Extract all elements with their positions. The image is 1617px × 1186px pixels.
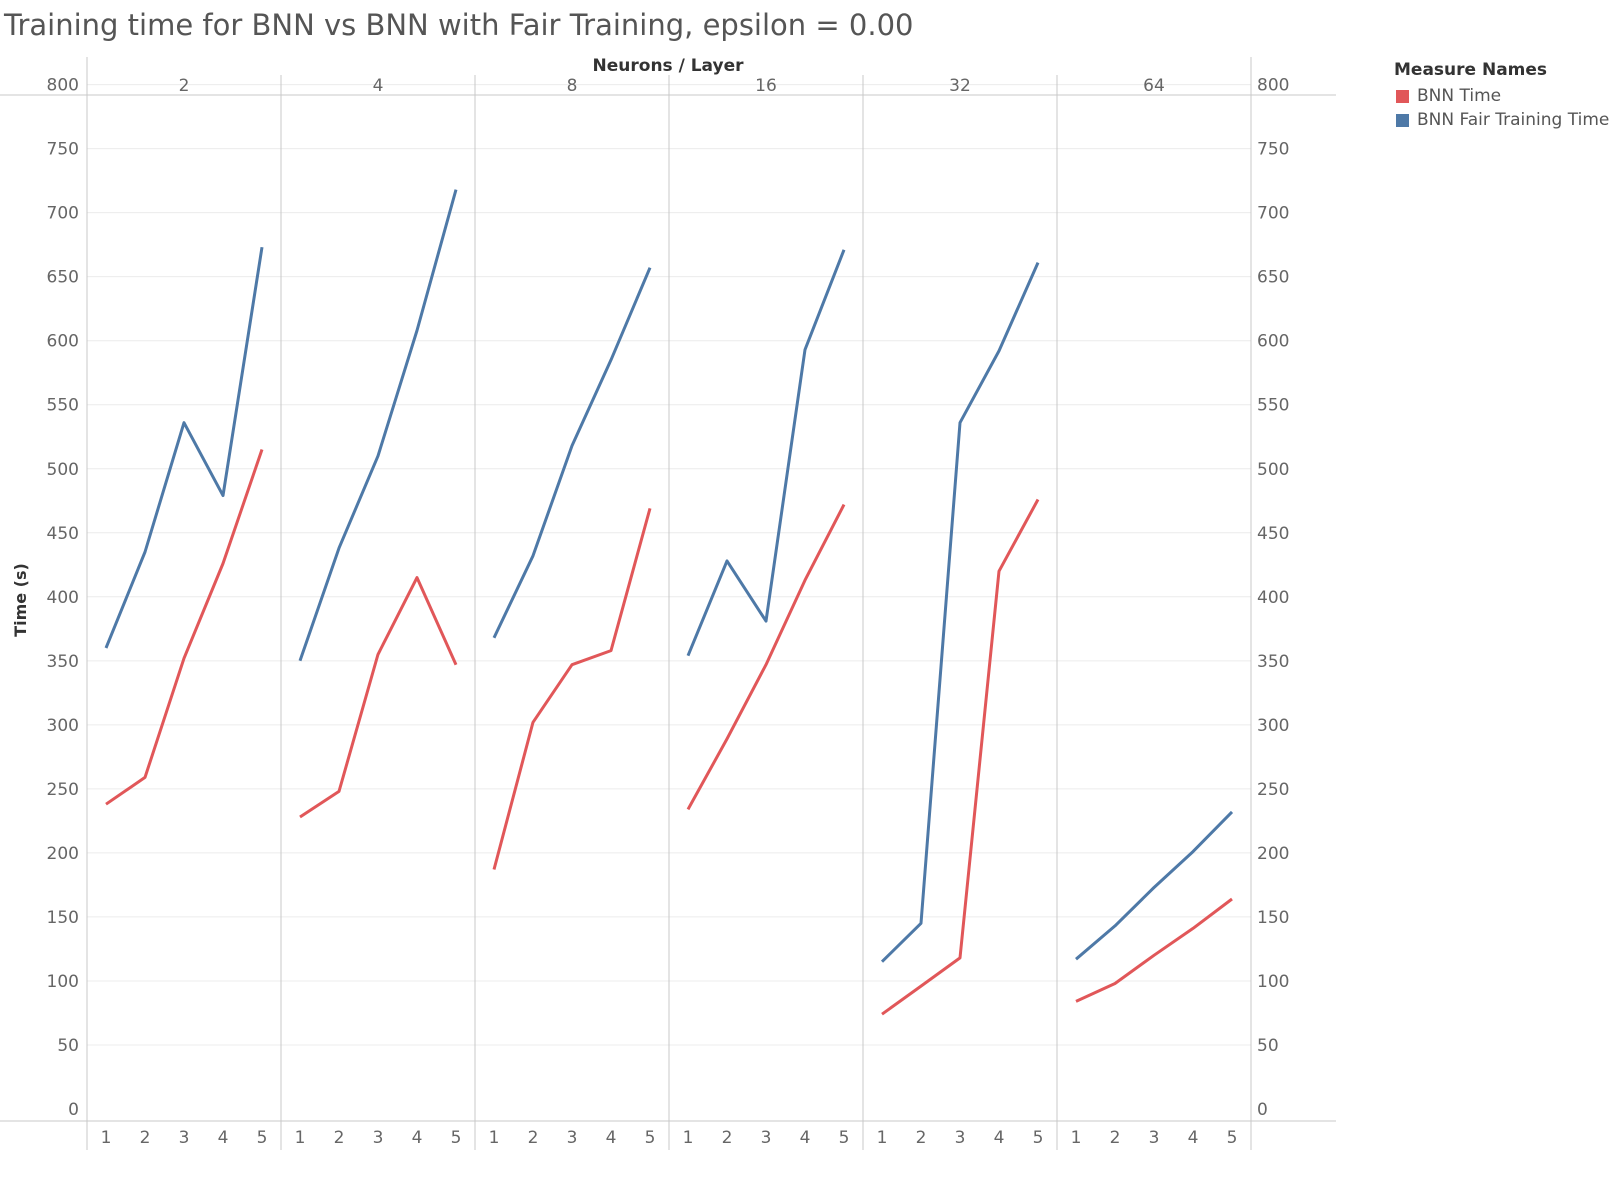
y-tick-label: 700 <box>47 204 79 224</box>
y-tick-label-right: 450 <box>1257 524 1289 544</box>
y-tick-label: 350 <box>47 652 79 672</box>
series-line-bnn-fair-training-time <box>1075 810 1234 961</box>
y-tick-label: 500 <box>47 460 79 480</box>
series-line-bnn-time <box>105 449 264 806</box>
y-tick-label-right: 200 <box>1257 844 1289 864</box>
panel-header-label: 2 <box>179 76 190 96</box>
x-tick-label: 1 <box>295 1128 306 1148</box>
x-tick-label: 2 <box>916 1128 927 1148</box>
x-tick-label: 4 <box>994 1128 1005 1148</box>
series-line-bnn-time <box>299 576 458 819</box>
y-tick-label: 750 <box>47 140 79 160</box>
x-tick-label: 5 <box>257 1128 268 1148</box>
series-line-bnn-time <box>1075 897 1233 1003</box>
y-tick-label: 400 <box>47 588 79 608</box>
x-tick-label: 4 <box>1188 1128 1199 1148</box>
x-tick-label: 3 <box>567 1128 578 1148</box>
chart-title: Training time for BNN vs BNN with Fair T… <box>4 8 914 42</box>
x-tick-label: 2 <box>722 1128 733 1148</box>
panel-frame <box>0 57 1336 1150</box>
y-tick-label-right: 0 <box>1257 1100 1268 1120</box>
y-tick-label: 100 <box>47 972 79 992</box>
y-tick-label-right: 650 <box>1257 268 1289 288</box>
y-tick-label: 600 <box>47 332 79 352</box>
y-tick-label-right: 550 <box>1257 396 1289 416</box>
y-tick-label: 50 <box>57 1036 79 1056</box>
y-tick-label: 250 <box>47 780 79 800</box>
x-tick-label: 2 <box>1110 1128 1121 1148</box>
y-tick-label-right: 50 <box>1257 1036 1279 1056</box>
series-line-bnn-time <box>686 503 846 811</box>
series-line-bnn-time <box>881 498 1040 1016</box>
x-tick-label: 2 <box>334 1128 345 1148</box>
y-tick-label-right: 800 <box>1257 76 1289 96</box>
y-tick-label: 450 <box>47 524 79 544</box>
x-tick-label: 4 <box>218 1128 229 1148</box>
x-tick-label: 3 <box>955 1128 966 1148</box>
y-tick-label: 150 <box>47 908 79 928</box>
x-tick-label: 5 <box>839 1128 850 1148</box>
x-tick-label: 3 <box>761 1128 772 1148</box>
panel-header-label: 64 <box>1143 76 1165 96</box>
axis-ticks: 0 0 50 50 100 100 150 150 200 200 250 250 300 300 350 3… <box>47 76 1290 1148</box>
series-line-bnn-fair-training-time <box>686 249 846 657</box>
y-tick-label-right: 250 <box>1257 780 1289 800</box>
series-line-bnn-fair-training-time <box>880 261 1040 963</box>
y-tick-label-right: 350 <box>1257 652 1289 672</box>
panel-header-label: 32 <box>949 76 971 96</box>
x-tick-label: 1 <box>877 1128 888 1148</box>
series-line-bnn-fair-training-time <box>298 189 458 662</box>
y-tick-label-right: 400 <box>1257 588 1289 608</box>
series-line-bnn-fair-training-time <box>492 267 652 639</box>
y-axis-label: Time (s) <box>11 563 30 637</box>
x-tick-label: 4 <box>800 1128 811 1148</box>
y-tick-label: 650 <box>47 268 79 288</box>
x-tick-label: 2 <box>140 1128 151 1148</box>
panel-header-label: 8 <box>567 76 578 96</box>
x-tick-label: 4 <box>412 1128 423 1148</box>
y-tick-label: 200 <box>47 844 79 864</box>
y-tick-label: 800 <box>47 76 79 96</box>
y-tick-label-right: 750 <box>1257 140 1289 160</box>
series-line-bnn-time <box>492 508 652 870</box>
column-header: Neurons / Layer <box>593 56 745 76</box>
x-tick-label: 2 <box>528 1128 539 1148</box>
y-tick-label-right: 600 <box>1257 332 1289 352</box>
x-tick-label: 5 <box>1227 1128 1238 1148</box>
y-tick-label-right: 300 <box>1257 716 1289 736</box>
legend-label: BNN Fair Training Time <box>1417 110 1610 130</box>
x-tick-label: 5 <box>1033 1128 1044 1148</box>
x-tick-label: 1 <box>683 1128 694 1148</box>
x-tick-label: 5 <box>645 1128 656 1148</box>
x-tick-label: 3 <box>179 1128 190 1148</box>
y-tick-label: 300 <box>47 716 79 736</box>
y-tick-label: 550 <box>47 396 79 416</box>
x-tick-label: 1 <box>489 1128 500 1148</box>
legend-swatch <box>1396 113 1409 127</box>
legend: Measure Names BNN Time BNN Fair Training… <box>1394 60 1609 132</box>
y-tick-label-right: 150 <box>1257 908 1289 928</box>
legend-item-bnn-time[interactable]: BNN Time <box>1394 84 1609 108</box>
legend-swatch <box>1396 89 1409 103</box>
x-tick-label: 3 <box>373 1128 384 1148</box>
series-lines <box>104 189 1234 1016</box>
legend-title: Measure Names <box>1394 60 1548 80</box>
series-line-bnn-fair-training-time <box>104 246 264 649</box>
y-tick-label-right: 700 <box>1257 204 1289 224</box>
x-tick-label: 1 <box>1071 1128 1082 1148</box>
legend-label: BNN Time <box>1417 86 1502 106</box>
y-tick-label: 0 <box>68 1100 79 1120</box>
x-tick-label: 3 <box>1149 1128 1160 1148</box>
x-tick-label: 5 <box>451 1128 462 1148</box>
panel-header-label: 16 <box>755 76 777 96</box>
x-tick-label: 4 <box>606 1128 617 1148</box>
panel-header-label: 4 <box>373 76 384 96</box>
x-tick-label: 1 <box>101 1128 112 1148</box>
y-tick-label-right: 100 <box>1257 972 1289 992</box>
legend-item-bnn-fair-training-time[interactable]: BNN Fair Training Time <box>1394 108 1609 132</box>
y-tick-label-right: 500 <box>1257 460 1289 480</box>
